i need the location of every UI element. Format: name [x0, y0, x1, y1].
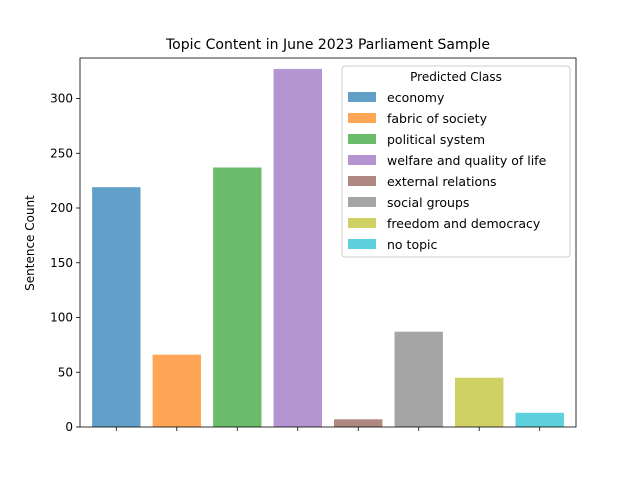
bar-social-groups: [394, 331, 443, 427]
y-tick-label: 0: [65, 420, 73, 434]
axes-group: 0 50 100 150 200 250 300: [50, 57, 577, 434]
legend-swatch: [348, 176, 376, 186]
legend: Predicted Class economy fabric of society p…: [341, 65, 571, 258]
bar-no-topic: [515, 412, 564, 427]
legend-label: political system: [387, 132, 485, 147]
legend-label: freedom and democracy: [387, 216, 541, 231]
bar-welfare-and-quality-of-life: [273, 68, 322, 428]
bar-fabric-of-society: [152, 354, 201, 427]
legend-label: welfare and quality of life: [387, 153, 547, 168]
y-tick-label: 150: [50, 256, 73, 270]
legend-swatch: [348, 197, 376, 207]
legend-swatch: [348, 134, 376, 144]
y-tick-label: 50: [58, 365, 73, 379]
y-axis-label: Sentence Count: [23, 195, 37, 291]
legend-swatch: [348, 239, 376, 249]
bars-group: [92, 68, 564, 428]
legend-swatch: [348, 92, 376, 102]
bar-economy: [92, 187, 141, 427]
y-tick-label: 200: [50, 201, 73, 215]
y-tick-label: 100: [50, 311, 73, 325]
legend-title: Predicted Class: [410, 70, 502, 84]
plot-frame: [79, 57, 577, 428]
legend-label: external relations: [387, 174, 497, 189]
y-tick-label: 250: [50, 146, 73, 160]
legend-swatch: [348, 155, 376, 165]
bar-political-system: [213, 167, 262, 427]
chart-title: Topic Content in June 2023 Parliament Sa…: [165, 37, 490, 53]
legend-label: economy: [387, 90, 445, 105]
legend-label: fabric of society: [387, 111, 488, 126]
bar-freedom-and-democracy: [455, 377, 504, 427]
legend-swatch: [348, 113, 376, 123]
legend-label: no topic: [387, 237, 437, 252]
legend-label: social groups: [387, 195, 469, 210]
bar-external-relations: [334, 419, 383, 427]
y-tick-label: 300: [50, 92, 73, 106]
legend-box: [341, 65, 571, 258]
legend-swatch: [348, 218, 376, 228]
